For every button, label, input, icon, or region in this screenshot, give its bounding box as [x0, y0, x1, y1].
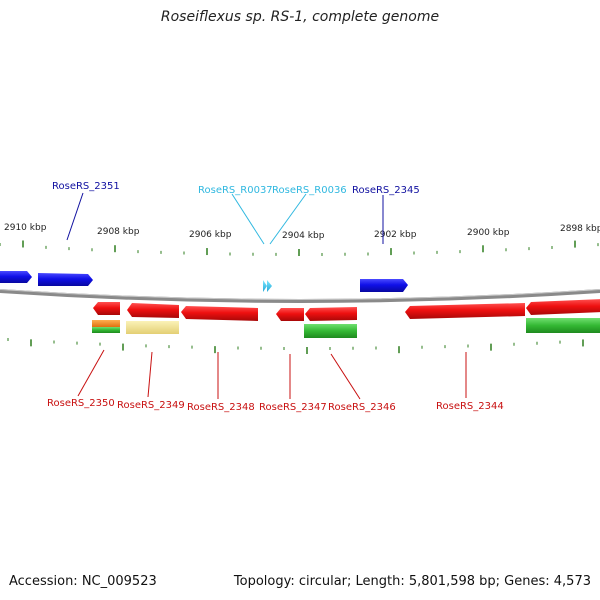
cds-green-bar-edge [526, 318, 600, 333]
coordinate-tick-labels: 2910 kbp 2908 kbp 2906 kbp 2904 kbp 2902… [4, 223, 600, 241]
gene-feature-forward[interactable] [0, 271, 32, 283]
gene-label-RoseRS_2344: RoseRS_2344 [436, 401, 504, 412]
gene-feature-RoseRS_2351[interactable] [38, 273, 93, 286]
genome-summary-text: Topology: circular; Length: 5,801,598 bp… [233, 574, 591, 589]
cds-green-bar-2346 [304, 324, 357, 338]
reverse-strand-genes [92, 299, 600, 338]
tick-label-2904: 2904 kbp [282, 231, 325, 241]
gene-label-RoseRS_2350: RoseRS_2350 [47, 398, 115, 409]
tick-label-2906: 2906 kbp [189, 230, 232, 240]
accession-text: Accession: NC_009523 [9, 574, 157, 589]
gene-feature-RoseRS_2344[interactable] [405, 303, 525, 319]
gene-label-RoseRS_2349: RoseRS_2349 [117, 400, 185, 411]
gene-label-RoseRS_R0037: RoseRS_R0037 [198, 185, 273, 196]
gene-feature-RoseRS_R0037[interactable] [263, 280, 267, 292]
gene-feature-RoseRS_2350[interactable] [93, 302, 120, 315]
gene-label-RoseRS_2348: RoseRS_2348 [187, 402, 255, 413]
gene-label-RoseRS_2351: RoseRS_2351 [52, 181, 120, 192]
gene-feature-RoseRS_2345[interactable] [360, 279, 408, 292]
tick-label-2910: 2910 kbp [4, 223, 47, 233]
gene-feature-reverse-edge[interactable] [526, 299, 600, 315]
gene-feature-RoseRS_R0036[interactable] [267, 280, 272, 292]
forward-strand-genes [0, 271, 408, 292]
gene-feature-RoseRS_2349[interactable] [127, 303, 179, 318]
tick-label-2900: 2900 kbp [467, 228, 510, 238]
tick-label-2902: 2902 kbp [374, 230, 417, 240]
gene-label-RoseRS_R0036: RoseRS_R0036 [272, 185, 347, 196]
label-leader-lines [66, 192, 467, 400]
gene-label-RoseRS_2347: RoseRS_2347 [259, 402, 327, 413]
forward-gene-labels: RoseRS_2351 RoseRS_R0037 RoseRS_R0036 Ro… [52, 181, 420, 196]
genome-backbone [0, 289, 600, 303]
gene-feature-RoseRS_2348[interactable] [181, 306, 258, 321]
map-title: Roseiflexus sp. RS-1, complete genome [160, 9, 440, 25]
cds-green-bar [92, 327, 120, 333]
reverse-gene-labels: RoseRS_2350 RoseRS_2349 RoseRS_2348 Rose… [47, 398, 504, 413]
gene-label-RoseRS_2346: RoseRS_2346 [328, 402, 396, 413]
gene-feature-RoseRS_2347[interactable] [276, 308, 304, 321]
coordinate-ticks [0, 240, 599, 354]
cds-yellow-bar [126, 321, 179, 334]
gene-feature-RoseRS_2346[interactable] [305, 307, 357, 321]
gene-label-RoseRS_2345: RoseRS_2345 [352, 185, 420, 196]
cds-orange-bar [92, 320, 120, 327]
tick-label-2898: 2898 kbp [560, 224, 600, 234]
tick-label-2908: 2908 kbp [97, 227, 140, 237]
